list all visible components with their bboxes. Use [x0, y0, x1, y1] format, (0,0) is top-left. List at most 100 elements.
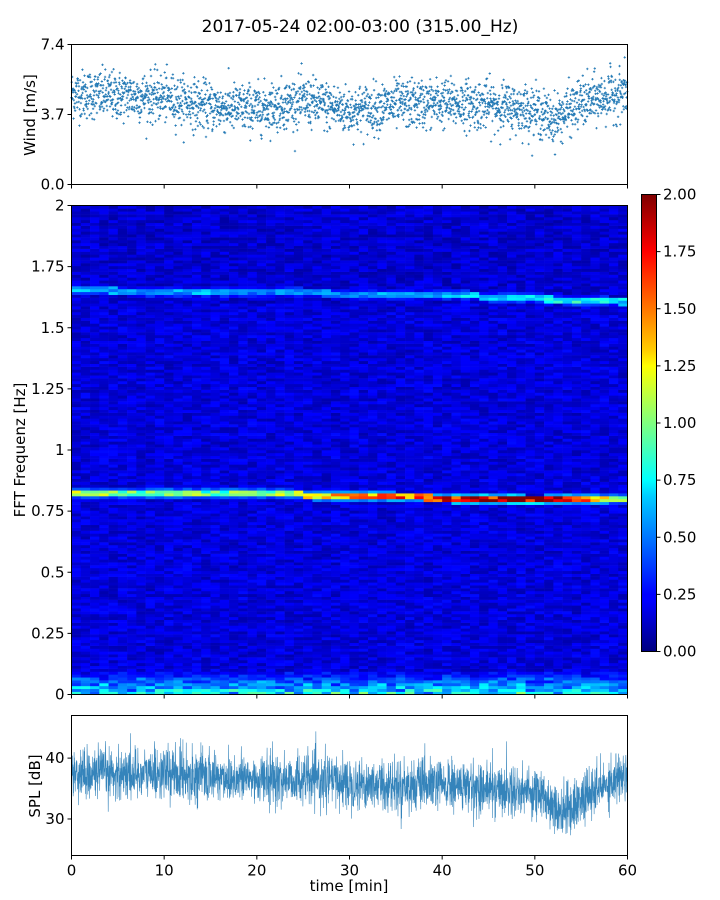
wind-point — [362, 142, 365, 146]
spectrogram-cell — [90, 639, 100, 644]
wind-point — [81, 68, 84, 71]
spectrogram-cell — [173, 317, 183, 321]
wind-point — [435, 92, 438, 95]
spectrogram-cell — [80, 291, 91, 295]
spectrogram-cell — [182, 642, 193, 646]
spectrogram-cell — [80, 685, 91, 690]
wind-point — [168, 88, 171, 91]
spectrogram-cell — [108, 481, 119, 485]
wind-point — [205, 119, 209, 122]
spectrogram-cell — [154, 418, 165, 422]
spectrogram-cell — [182, 237, 193, 241]
spectrogram-cell — [71, 254, 82, 258]
wind-point — [614, 94, 618, 97]
wind-point — [302, 89, 306, 92]
spectrogram-cell — [90, 636, 100, 641]
wind-point — [358, 85, 362, 89]
wind-point — [466, 94, 470, 97]
wind-point — [366, 133, 369, 136]
wind-point — [152, 92, 155, 96]
wind-point — [196, 110, 200, 114]
spectrogram-cell — [99, 326, 109, 330]
spectrogram-cell — [117, 343, 128, 347]
spectrogram-cell — [182, 386, 193, 390]
spectrogram-cell — [164, 231, 174, 235]
spectrogram-cell — [90, 280, 100, 284]
wind-point — [372, 77, 375, 81]
spectrogram-cell — [71, 573, 82, 577]
spectrogram-cell — [182, 352, 193, 356]
wind-point — [224, 100, 228, 103]
wind-point — [134, 99, 138, 102]
spectrogram-cell — [154, 628, 165, 632]
spectrogram-cell — [127, 401, 137, 405]
wind-point — [430, 115, 434, 119]
wind-point — [209, 97, 212, 100]
wind-point — [516, 99, 519, 103]
wind-point — [116, 109, 120, 112]
wind-point — [422, 106, 426, 109]
spectrogram-cell — [145, 490, 156, 494]
spectrogram-cell — [71, 363, 82, 367]
spectrogram-cell — [90, 677, 100, 681]
spectrogram-cell — [154, 231, 165, 235]
spectrogram-cell — [191, 616, 202, 621]
spectrogram-cell — [117, 294, 128, 298]
wind-point — [486, 97, 489, 100]
spectrogram-cell — [164, 452, 174, 457]
spectrogram-cell — [191, 286, 202, 290]
spectrogram-cell — [71, 357, 82, 362]
spectrogram-cell — [71, 372, 82, 376]
wind-point — [573, 99, 576, 103]
spectrogram-cell — [71, 519, 82, 523]
spectrogram-cell — [80, 412, 91, 416]
spectrogram-cell — [71, 240, 82, 244]
spectrogram-cell — [80, 573, 91, 577]
wind-point — [197, 97, 201, 100]
spectrogram-cell — [71, 645, 82, 649]
spectrogram-cell — [173, 283, 183, 287]
spectrogram-cell — [108, 372, 119, 376]
spectrogram-cell — [164, 682, 174, 687]
wind-point — [242, 92, 245, 96]
spectrogram-cell — [99, 406, 109, 411]
spectrogram-cell — [154, 671, 165, 675]
wind-point — [104, 100, 107, 104]
spectrogram-cell — [191, 559, 202, 563]
spectrogram-cell — [136, 470, 146, 474]
spectrogram-cell — [90, 567, 100, 572]
spectrogram-cell — [99, 636, 109, 641]
wind-point — [133, 109, 136, 113]
wind-point — [182, 72, 185, 75]
wind-point — [192, 102, 196, 105]
spectrogram-cell — [127, 605, 137, 609]
spectrogram-cell — [99, 283, 109, 287]
wind-point — [377, 96, 380, 99]
wind-point — [211, 97, 215, 100]
spectrogram-cell — [71, 475, 82, 480]
wind-point — [467, 77, 470, 80]
spectrogram-cell — [154, 263, 165, 267]
spectrogram-cell — [145, 688, 156, 692]
spectrogram-cell — [90, 659, 100, 664]
spectrogram-cell — [173, 501, 183, 505]
spectrogram-cell — [191, 372, 202, 376]
wind-point — [526, 97, 529, 101]
wind-point — [118, 83, 121, 86]
spectrogram-cell — [164, 389, 174, 393]
wind-point — [351, 98, 354, 101]
spectrogram-cell — [80, 567, 91, 572]
spectrogram-cell — [117, 450, 128, 454]
spectrogram-cell — [136, 519, 146, 523]
spectrogram-cell — [90, 314, 100, 318]
wind-point — [604, 108, 607, 111]
spectrogram-cell — [191, 622, 202, 626]
spectrogram-cell — [99, 383, 109, 388]
spectrogram-cell — [127, 257, 137, 261]
spectrogram-cell — [164, 363, 174, 367]
spectrogram-cell — [108, 636, 119, 641]
spectrogram-cell — [80, 556, 91, 560]
wind-point — [462, 122, 465, 125]
wind-point — [182, 141, 185, 144]
spectrogram-cell — [108, 424, 119, 428]
